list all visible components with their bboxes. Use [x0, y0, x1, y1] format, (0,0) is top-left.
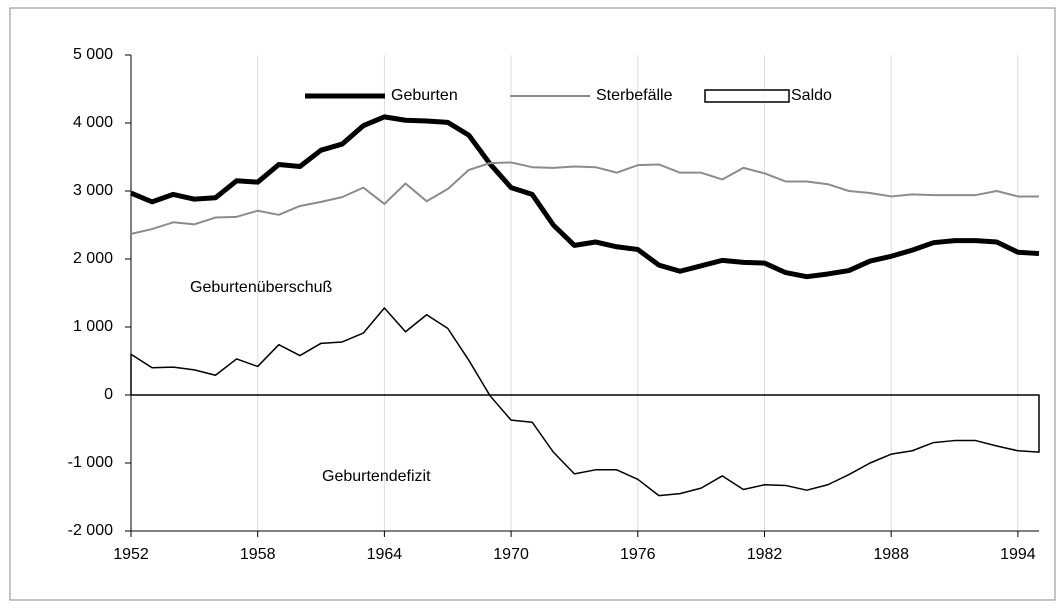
x-tick-label: 1958	[240, 546, 276, 563]
y-tick-label: 3 000	[73, 182, 113, 199]
x-tick-label: 1964	[367, 546, 403, 563]
y-tick-label: -2 000	[68, 522, 113, 539]
y-tick-label: 2 000	[73, 250, 113, 267]
x-tick-label: 1988	[873, 546, 909, 563]
annotation: Geburtendefizit	[322, 468, 431, 485]
x-tick-label: 1976	[620, 546, 656, 563]
legend-swatch	[704, 89, 790, 103]
area	[130, 307, 1040, 497]
legend-label: Geburten	[391, 87, 458, 104]
line	[130, 114, 1040, 280]
x-tick-label: 1982	[747, 546, 783, 563]
y-tick-label: 4 000	[73, 114, 113, 131]
y-tick-label: -1 000	[68, 454, 113, 471]
y-tick-label: 5 000	[73, 46, 113, 63]
legend-label: Sterbefälle	[596, 87, 673, 104]
x-tick-label: 1970	[493, 546, 529, 563]
annotation: Geburtenüberschuß	[190, 279, 333, 296]
y-tick-label: 0	[104, 386, 113, 403]
x-tick-label: 1994	[1000, 546, 1036, 563]
legend-label: Saldo	[791, 87, 832, 104]
y-tick-label: 1 000	[73, 318, 113, 335]
line	[130, 161, 1039, 235]
chart-frame	[9, 7, 1056, 601]
x-tick-label: 1952	[113, 546, 149, 563]
